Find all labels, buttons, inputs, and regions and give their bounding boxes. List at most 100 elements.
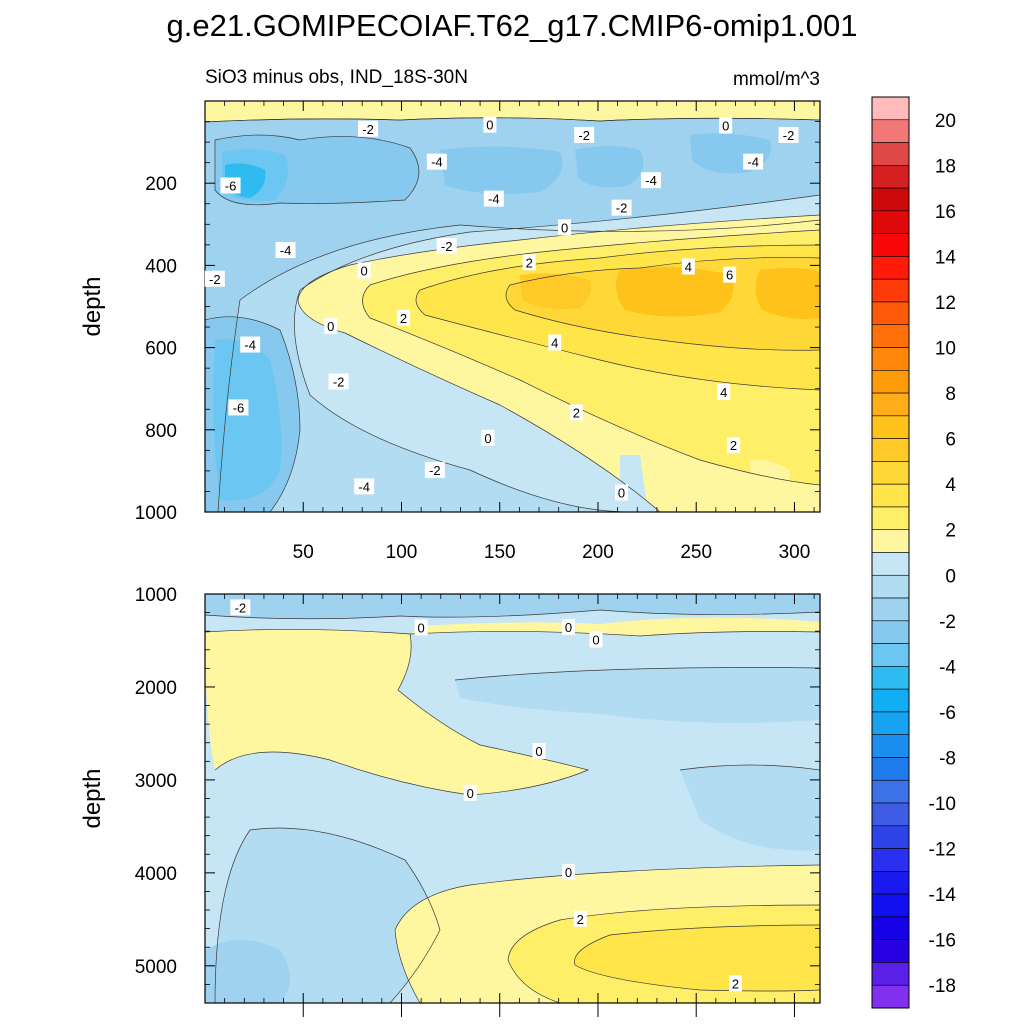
contour-label: 4 (681, 258, 695, 275)
contour-label-text: 2 (526, 255, 533, 270)
y-tick-label-lower: 3000 (135, 771, 177, 792)
contour-label: -4 (483, 190, 504, 207)
x-tick-label: 50 (293, 542, 314, 563)
colorbar-tick-label: -8 (939, 748, 956, 769)
y-tick-label-upper: 600 (145, 339, 177, 360)
contour-label: -2 (328, 373, 349, 390)
colorbar-swatch (871, 779, 910, 804)
colorbar-swatch (871, 347, 910, 371)
contour-label: -2 (204, 270, 225, 287)
colorbar-swatch (871, 711, 910, 735)
contour-labels-layer: -2 0 -2 0 -2 -4 -4 -4 -6 -4 -2 0 -2 -4 0 2 4 6 -2 2 0 4 -4 -2 4 2… (204, 116, 799, 992)
contour-label-text: -2 (235, 600, 247, 615)
contour-label: 2 (569, 404, 583, 421)
colorbar-swatch (871, 529, 910, 553)
subtitle-left: SiO3 minus obs, IND_18S-30N (205, 67, 468, 88)
colorbar-tick-label: -6 (939, 703, 956, 724)
contour-label: 0 (483, 116, 497, 133)
contour-label-text: 2 (573, 405, 580, 420)
contour-label: -2 (436, 237, 457, 254)
contour-label: 0 (558, 219, 572, 236)
contour-label-text: 0 (361, 264, 368, 279)
colorbar-tick-label: -12 (929, 840, 956, 861)
contour-line (394, 864, 820, 1003)
contour-label: -2 (611, 199, 632, 216)
colorbar-swatch (871, 256, 910, 280)
west-deep-minimum (213, 339, 282, 501)
contour-label-box (436, 237, 457, 254)
contour-label-text: 2 (730, 438, 737, 453)
contour-label: -2 (424, 461, 445, 478)
y-tick-label-lower: 5000 (135, 957, 177, 978)
contour-label: 0 (532, 743, 546, 760)
contour-line (454, 667, 820, 681)
contour-label-text: 0 (722, 118, 729, 133)
colorbar-swatch (871, 369, 910, 394)
contour-label-text: -6 (233, 400, 245, 415)
east-bottom-positive (750, 459, 790, 512)
colorbar-tick-label: -4 (939, 657, 956, 678)
colorbar-tick-label: 14 (935, 247, 957, 268)
y-tick-label-upper: 800 (145, 421, 177, 442)
y-tick-label-upper: 400 (145, 256, 177, 277)
contour-label-box (483, 116, 497, 133)
contour-label: 0 (561, 863, 575, 880)
contour-label-box (548, 334, 562, 351)
colorbar-tick-label: 2 (945, 521, 956, 542)
contour-label-text: -4 (358, 479, 370, 494)
contour-label-text: -2 (441, 239, 453, 254)
contour-label-box (729, 975, 743, 992)
contour-line (214, 134, 420, 206)
lower-upper-negative (205, 594, 820, 619)
contour-label-text: 2 (400, 311, 407, 326)
contour-label-box (589, 631, 603, 648)
x-tick-label: 300 (779, 542, 811, 563)
contour-label-text: -2 (616, 201, 628, 216)
contour-label: 2 (573, 910, 587, 927)
contour-label-box (574, 126, 595, 143)
lower-panel-field (205, 594, 820, 1003)
contour-label-text: -6 (225, 178, 237, 193)
contour-label-text: -4 (431, 155, 443, 170)
contour-label: 0 (481, 429, 495, 446)
contour-label-box (727, 437, 741, 454)
contour-label: 4 (717, 383, 731, 400)
contour-label-box (414, 619, 428, 636)
contour-line (205, 629, 590, 796)
colorbar-tick-label: 8 (945, 384, 956, 405)
contour-label-text: 0 (486, 118, 493, 133)
contour-label-box (719, 117, 733, 134)
lower-positive-tongue (205, 629, 588, 795)
contour-label-box (558, 219, 572, 236)
colorbar-swatch (871, 324, 910, 348)
contour-label-box (230, 599, 251, 616)
colorbar-tick-label: -2 (939, 612, 956, 633)
contour-label-box (463, 784, 477, 801)
east-negative-patch (575, 146, 644, 188)
contour-label: -4 (426, 153, 447, 170)
colorbar-swatch (871, 301, 910, 326)
contour-line (362, 229, 820, 486)
contour-label-box (275, 242, 296, 259)
colorbar-tick-label: 10 (935, 339, 956, 360)
colorbar-swatch (871, 734, 910, 758)
colorbar-swatch (871, 643, 910, 667)
contour-label: -2 (574, 126, 595, 143)
contour-label-text: -4 (244, 338, 256, 353)
colorbar-swatch (871, 483, 910, 508)
contour-label-box (204, 270, 225, 287)
contour-line (294, 194, 820, 512)
contour-label: -2 (230, 599, 251, 616)
contour-label: -2 (358, 120, 379, 137)
colorbar-swatch (871, 506, 910, 531)
colorbar-swatch (871, 210, 910, 234)
contour-label-box (328, 373, 349, 390)
contour-label-box (561, 618, 575, 635)
contour-label-text: 4 (685, 259, 692, 274)
colorbar-swatch (871, 461, 910, 485)
contour-label-box (743, 153, 764, 170)
contour-label-text: -4 (645, 173, 657, 188)
contour-label-box (611, 199, 632, 216)
contour-label-box (424, 461, 445, 478)
